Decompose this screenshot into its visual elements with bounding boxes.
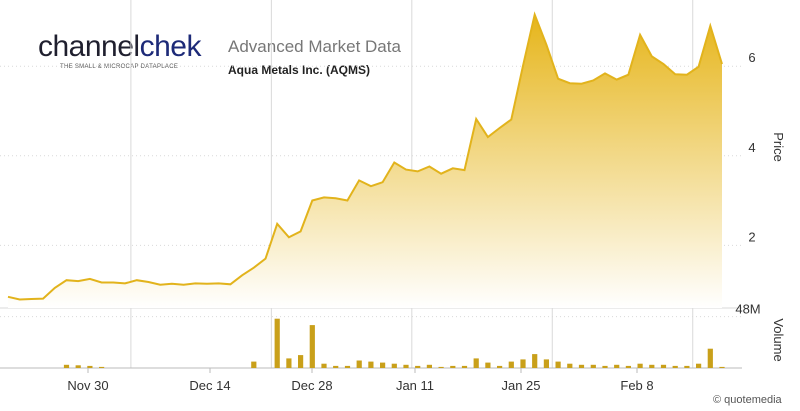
volume-bar bbox=[321, 363, 327, 368]
volume-bar bbox=[298, 355, 304, 368]
volume-bar bbox=[274, 318, 280, 368]
volume-bar bbox=[696, 363, 702, 368]
volume-bar bbox=[672, 365, 678, 368]
volume-bar bbox=[75, 365, 81, 368]
volume-bar bbox=[684, 365, 690, 368]
volume-bar bbox=[532, 354, 538, 368]
volume-bar bbox=[461, 365, 468, 368]
x-tick-label: Jan 25 bbox=[501, 378, 540, 393]
x-tick-label: Dec 14 bbox=[189, 378, 230, 393]
volume-bar bbox=[309, 325, 315, 368]
logo-wordmark: channelchek bbox=[38, 30, 201, 63]
channelchek-logo: channelchek THE SMALL & MICROCAP DATAPLA… bbox=[38, 30, 213, 71]
x-tick-label: Feb 8 bbox=[620, 378, 653, 393]
volume-bars bbox=[63, 318, 725, 368]
volume-bar bbox=[415, 365, 421, 368]
quotemedia-credit: © quotemedia bbox=[713, 394, 782, 406]
y-axis-ticks: 2 4 6 48M bbox=[735, 50, 760, 316]
volume-bar bbox=[356, 360, 362, 368]
volume-bar bbox=[590, 364, 596, 368]
x-tick-label: Nov 30 bbox=[67, 378, 108, 393]
volume-bar bbox=[602, 365, 608, 368]
volume-bar bbox=[660, 364, 667, 368]
volume-bar bbox=[520, 359, 526, 368]
volume-bar bbox=[485, 362, 491, 368]
volume-bar bbox=[426, 364, 432, 368]
volume-axis-title: Volume bbox=[771, 318, 786, 361]
volume-bar bbox=[637, 363, 643, 368]
x-axis-ticks: Nov 30 Dec 14 Dec 28 Jan 11 Jan 25 Feb 8 bbox=[67, 368, 654, 393]
volume-bar bbox=[438, 366, 444, 368]
volume-bar bbox=[567, 363, 573, 368]
volume-bar bbox=[450, 365, 456, 368]
price-tick-label: 4 bbox=[748, 140, 755, 155]
volume-bar bbox=[99, 366, 105, 368]
price-tick-label: 6 bbox=[748, 50, 755, 65]
volume-bar bbox=[333, 365, 339, 368]
volume-bar bbox=[543, 359, 549, 368]
volume-bar bbox=[614, 364, 620, 368]
volume-bar bbox=[649, 364, 655, 368]
volume-bar bbox=[578, 364, 585, 368]
volume-bar bbox=[286, 358, 292, 368]
volume-bar bbox=[707, 348, 713, 368]
volume-bar bbox=[508, 361, 514, 368]
volume-bar bbox=[473, 358, 479, 368]
price-tick-label: 2 bbox=[748, 229, 755, 244]
logo-tagline: THE SMALL & MICROCAP DATAPLACE bbox=[60, 64, 179, 70]
x-tick-label: Dec 28 bbox=[291, 378, 332, 393]
price-line bbox=[7, 11, 723, 301]
volume-bar bbox=[391, 363, 397, 368]
volume-bar bbox=[87, 365, 93, 368]
volume-bar bbox=[625, 365, 631, 368]
x-tick-label: Jan 11 bbox=[396, 378, 434, 393]
security-name: Aqua Metals Inc. (AQMS) bbox=[228, 63, 371, 77]
volume-bar bbox=[344, 365, 351, 368]
volume-bar bbox=[497, 365, 503, 368]
volume-bar bbox=[63, 364, 70, 368]
volume-bar bbox=[403, 364, 409, 368]
volume-bar bbox=[719, 366, 725, 368]
volume-tick-label: 48M bbox=[735, 302, 760, 317]
price-axis-title: Price bbox=[771, 132, 786, 162]
volume-bar bbox=[555, 361, 561, 368]
price-area bbox=[8, 14, 722, 308]
volume-bar bbox=[251, 361, 257, 368]
volume-bar bbox=[380, 362, 386, 368]
volume-bar bbox=[368, 361, 374, 368]
